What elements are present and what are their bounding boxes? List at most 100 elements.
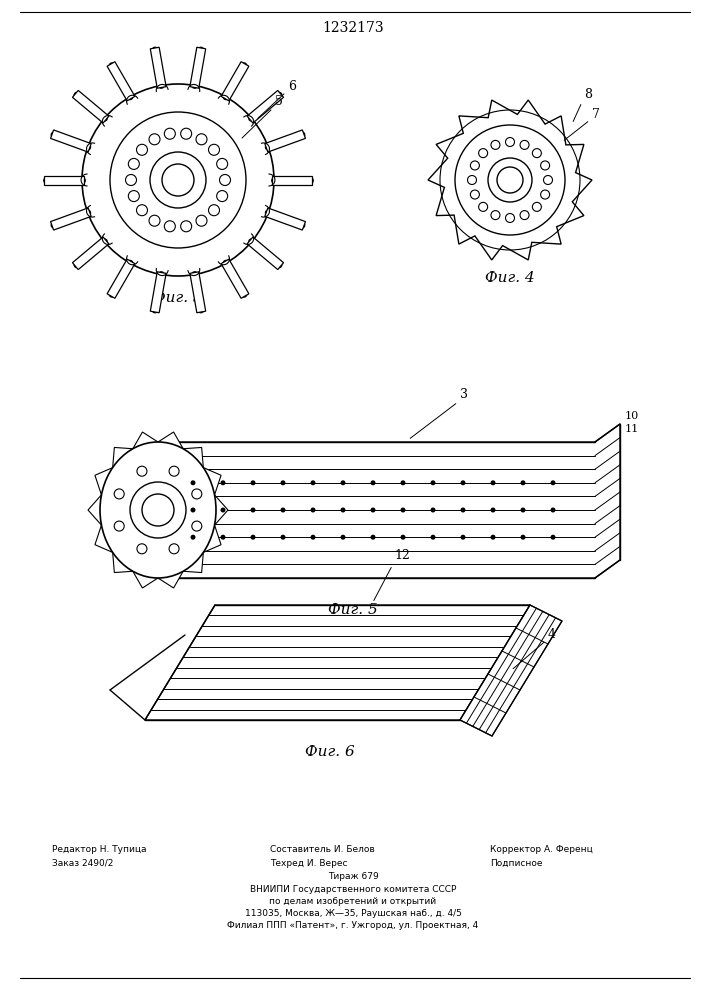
- Polygon shape: [158, 432, 183, 449]
- Circle shape: [370, 480, 375, 485]
- Circle shape: [491, 535, 496, 540]
- Circle shape: [460, 480, 465, 485]
- Text: Тираж 679: Тираж 679: [327, 872, 378, 881]
- Circle shape: [431, 480, 436, 485]
- Circle shape: [491, 480, 496, 485]
- Text: 12: 12: [395, 549, 410, 562]
- Circle shape: [221, 508, 226, 512]
- Text: 1232173: 1232173: [322, 21, 384, 35]
- Text: 8: 8: [584, 88, 592, 101]
- Text: Заказ 2490/2: Заказ 2490/2: [52, 859, 113, 868]
- Polygon shape: [204, 525, 221, 552]
- Polygon shape: [50, 208, 91, 230]
- Polygon shape: [50, 130, 91, 152]
- Polygon shape: [72, 237, 109, 270]
- Polygon shape: [151, 47, 166, 88]
- Text: Подписное: Подписное: [490, 859, 542, 868]
- Polygon shape: [214, 495, 228, 525]
- Polygon shape: [151, 272, 166, 313]
- Polygon shape: [107, 62, 135, 101]
- Polygon shape: [112, 447, 133, 468]
- Polygon shape: [190, 47, 206, 88]
- Circle shape: [520, 480, 525, 485]
- Polygon shape: [158, 571, 183, 588]
- Circle shape: [460, 508, 465, 512]
- Circle shape: [310, 508, 315, 512]
- Text: Корректор А. Ференц: Корректор А. Ференц: [490, 845, 592, 854]
- Polygon shape: [221, 259, 249, 298]
- Circle shape: [520, 508, 525, 512]
- Text: Фиг. 4: Фиг. 4: [485, 271, 535, 285]
- Text: 3: 3: [460, 388, 468, 401]
- Circle shape: [281, 480, 286, 485]
- Circle shape: [190, 480, 196, 485]
- Text: по делам изобретений и открытий: по делам изобретений и открытий: [269, 897, 436, 906]
- Polygon shape: [183, 447, 204, 468]
- Polygon shape: [145, 605, 530, 720]
- Circle shape: [431, 508, 436, 512]
- Circle shape: [281, 508, 286, 512]
- Circle shape: [460, 535, 465, 540]
- Polygon shape: [88, 495, 101, 525]
- Polygon shape: [133, 571, 158, 588]
- Circle shape: [400, 535, 406, 540]
- Circle shape: [250, 508, 255, 512]
- Circle shape: [221, 535, 226, 540]
- Text: 6: 6: [288, 80, 296, 93]
- Text: 7: 7: [592, 108, 600, 121]
- Circle shape: [250, 535, 255, 540]
- Polygon shape: [95, 468, 112, 495]
- Circle shape: [551, 480, 556, 485]
- Circle shape: [400, 480, 406, 485]
- Text: 4: 4: [548, 628, 556, 641]
- Circle shape: [400, 508, 406, 512]
- Circle shape: [341, 535, 346, 540]
- Circle shape: [370, 535, 375, 540]
- Polygon shape: [265, 208, 305, 230]
- Circle shape: [281, 535, 286, 540]
- Polygon shape: [183, 552, 204, 573]
- Circle shape: [370, 508, 375, 512]
- Polygon shape: [158, 424, 620, 578]
- Polygon shape: [112, 552, 133, 573]
- Polygon shape: [460, 605, 562, 736]
- Text: Составитель И. Белов: Составитель И. Белов: [270, 845, 375, 854]
- Circle shape: [341, 508, 346, 512]
- Circle shape: [221, 480, 226, 485]
- Circle shape: [551, 508, 556, 512]
- Circle shape: [551, 535, 556, 540]
- Circle shape: [190, 508, 196, 512]
- Text: 10: 10: [625, 411, 639, 421]
- Polygon shape: [95, 525, 112, 552]
- Text: Фиг. 3: Фиг. 3: [153, 291, 203, 305]
- Circle shape: [250, 480, 255, 485]
- Text: 113035, Москва, Ж—35, Раушская наб., д. 4/5: 113035, Москва, Ж—35, Раушская наб., д. …: [245, 909, 462, 918]
- Text: 11: 11: [625, 424, 639, 434]
- Polygon shape: [72, 90, 109, 123]
- Polygon shape: [221, 62, 249, 101]
- Polygon shape: [107, 259, 135, 298]
- Circle shape: [190, 535, 196, 540]
- Circle shape: [520, 535, 525, 540]
- Polygon shape: [133, 432, 158, 449]
- Circle shape: [491, 508, 496, 512]
- Circle shape: [431, 535, 436, 540]
- Text: Фиг. 6: Фиг. 6: [305, 745, 355, 759]
- Polygon shape: [265, 130, 305, 152]
- Polygon shape: [190, 272, 206, 313]
- Polygon shape: [272, 176, 312, 184]
- Polygon shape: [247, 90, 284, 123]
- Text: ВНИИПИ Государственного комитета СССР: ВНИИПИ Государственного комитета СССР: [250, 885, 456, 894]
- Text: Филиал ППП «Патент», г. Ужгород, ул. Проектная, 4: Филиал ППП «Патент», г. Ужгород, ул. Про…: [228, 921, 479, 930]
- Circle shape: [310, 535, 315, 540]
- Ellipse shape: [100, 442, 216, 578]
- Circle shape: [341, 480, 346, 485]
- Text: Техред И. Верес: Техред И. Верес: [270, 859, 348, 868]
- Text: Фиг. 5: Фиг. 5: [328, 603, 378, 617]
- Polygon shape: [428, 100, 592, 260]
- Text: Редактор Н. Тупица: Редактор Н. Тупица: [52, 845, 146, 854]
- Polygon shape: [44, 176, 84, 184]
- Polygon shape: [247, 237, 284, 270]
- Text: 5: 5: [275, 95, 283, 108]
- Polygon shape: [204, 468, 221, 495]
